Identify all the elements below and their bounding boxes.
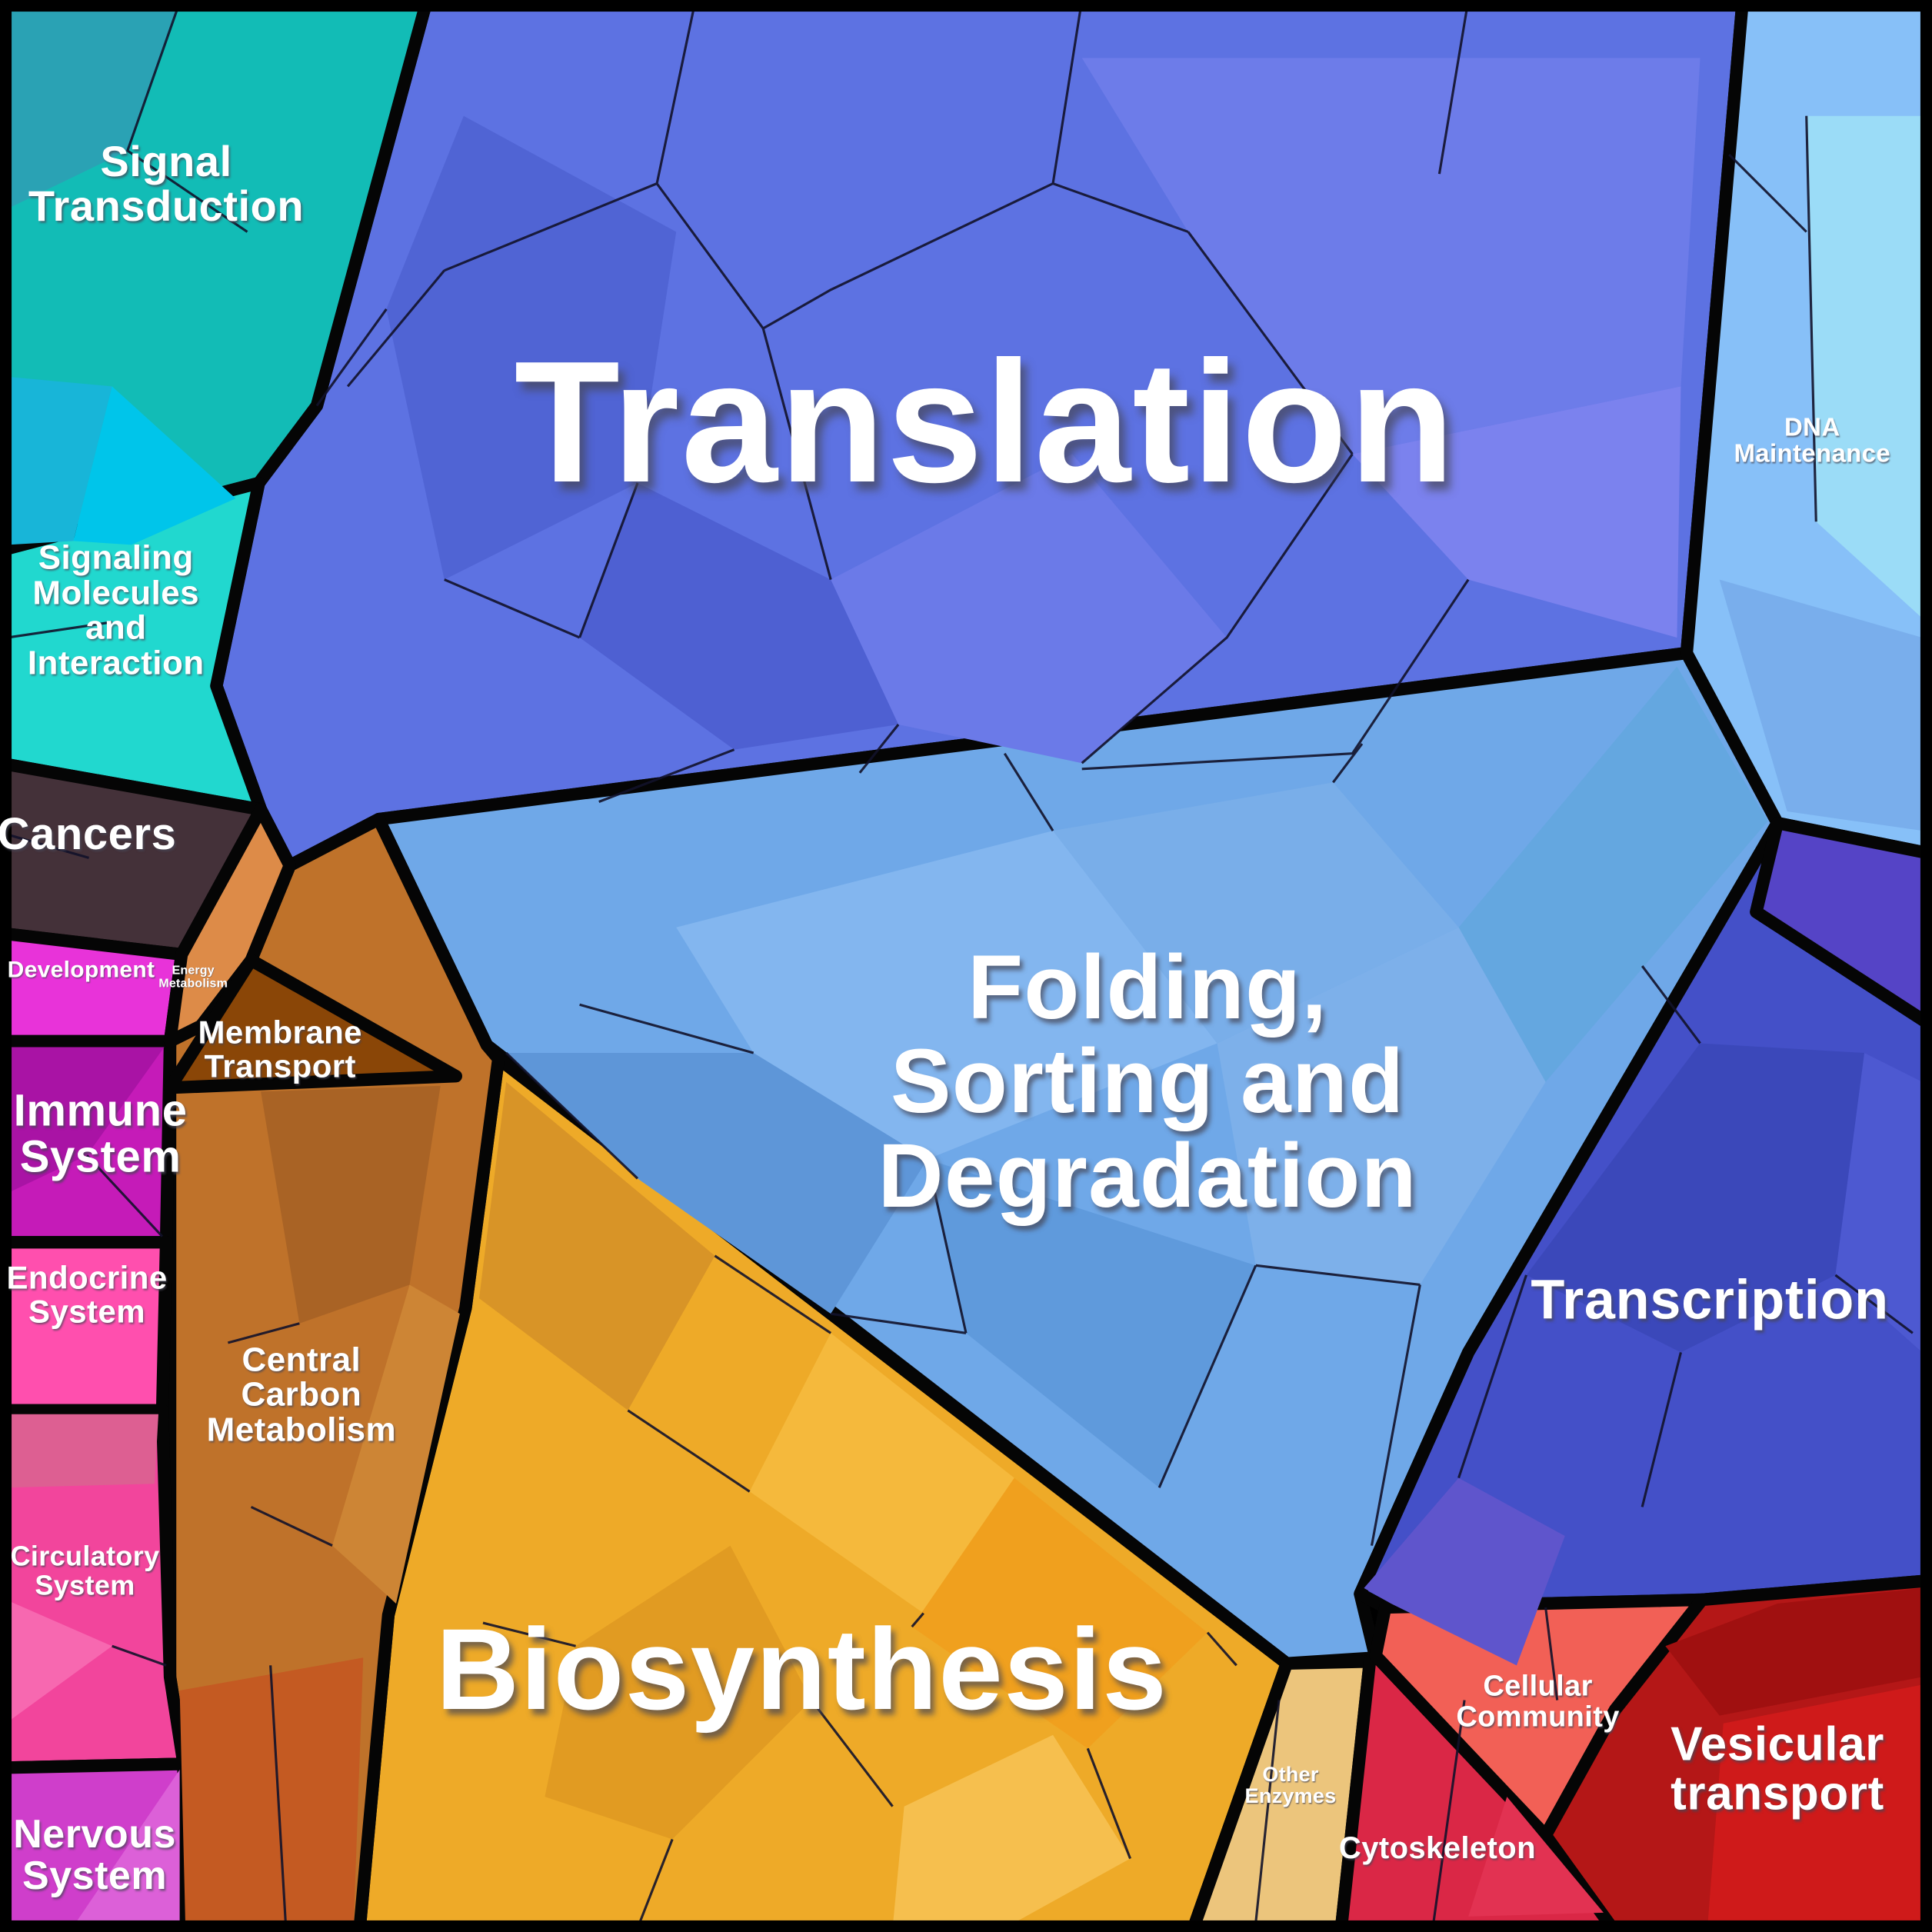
cytoskeleton-subcells: [1468, 1797, 1604, 1917]
immune-system-subcells: [5, 1047, 165, 1194]
central-carbon-metabolism-subcells: [179, 1085, 460, 1928]
signal-transduction-subcells: [8, 8, 236, 545]
region-endocrine-system[interactable]: [0, 1236, 173, 1417]
transcription-subcells: [1364, 1043, 1923, 1666]
vesicular-transport-subcells: [1665, 1587, 1923, 1923]
region-unlabeled-violet-wedge[interactable]: [1750, 816, 1932, 1033]
region-other-enzymes[interactable]: [1185, 1655, 1377, 1932]
cell-border-lines: [7, 0, 1914, 1929]
biosynthesis-subcells: [478, 1081, 1208, 1928]
translation-subcells: [386, 58, 1700, 764]
region-development[interactable]: [0, 927, 188, 1048]
folding-subcells: [506, 666, 1768, 1488]
circulatory-system-subcells: [5, 1414, 158, 1724]
region-membrane-transport[interactable]: [163, 954, 462, 1094]
dna-maintenance-subcells: [1719, 115, 1923, 831]
